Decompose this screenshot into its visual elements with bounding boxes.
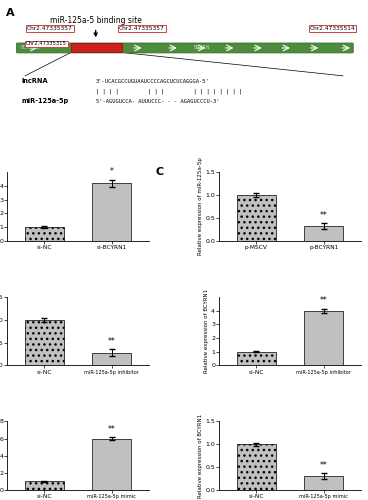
Text: | | | |         | | |         | | | | | | | |: | | | | | | | | | | | | | | | — [96, 88, 242, 94]
Bar — [92, 438, 131, 490]
Bar — [237, 352, 276, 366]
Bar — [304, 310, 343, 366]
Bar — [92, 352, 131, 366]
Text: **: ** — [320, 296, 328, 305]
Text: lncRNA: lncRNA — [21, 78, 48, 84]
Text: **: ** — [108, 337, 116, 346]
Text: miR-125a-5p: miR-125a-5p — [21, 98, 68, 104]
Bar — [25, 482, 64, 490]
Y-axis label: Relative expression of miR-125a-5p: Relative expression of miR-125a-5p — [198, 158, 204, 256]
Text: **: ** — [320, 210, 328, 220]
Bar — [25, 227, 64, 241]
Text: 5'-AGUGUCCA- AUUUCCC- - - AGAGUCCCU-3': 5'-AGUGUCCA- AUUUCCC- - - AGAGUCCCU-3' — [96, 99, 219, 104]
Text: Chr2.47335357: Chr2.47335357 — [119, 26, 164, 30]
Text: *: * — [110, 168, 114, 176]
Y-axis label: Relative expression of BCYRN1: Relative expression of BCYRN1 — [198, 414, 204, 498]
Bar — [304, 476, 343, 490]
Text: Chr2.47335514: Chr2.47335514 — [309, 26, 355, 30]
Text: **: ** — [320, 460, 328, 469]
Text: **: ** — [108, 424, 116, 434]
Bar — [25, 320, 64, 366]
Y-axis label: Relative expression of BCYRN1: Relative expression of BCYRN1 — [204, 289, 209, 373]
Text: BCYRN: BCYRN — [193, 46, 210, 51]
FancyBboxPatch shape — [17, 43, 353, 53]
Bar — [304, 226, 343, 241]
Text: C: C — [156, 167, 164, 177]
Text: Chr2.47335357: Chr2.47335357 — [27, 26, 72, 30]
Bar — [71, 44, 122, 52]
Bar — [237, 195, 276, 241]
Text: A: A — [6, 8, 14, 18]
Text: 3'-UCACGCCUGUAAUCCCCAGCUCUCAGGGA-5': 3'-UCACGCCUGUAAUCCCCAGCUCUCAGGGA-5' — [96, 78, 209, 84]
Text: BCYRN1: BCYRN1 — [21, 46, 40, 51]
Bar — [237, 444, 276, 490]
Bar — [92, 183, 131, 241]
Text: Chr2.47335315: Chr2.47335315 — [26, 42, 67, 46]
Text: miR-125a-5 binding site: miR-125a-5 binding site — [50, 16, 142, 36]
